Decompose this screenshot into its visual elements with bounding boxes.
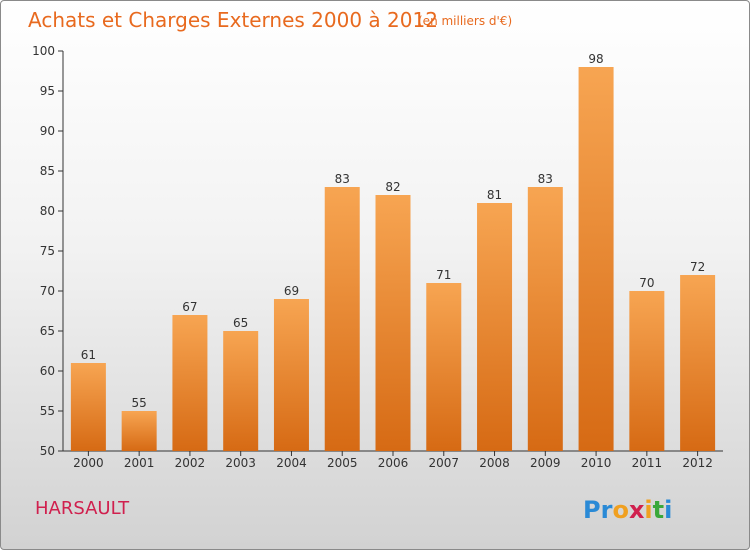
bar-value-label: 72 [690, 260, 705, 274]
logo-letter: P [583, 496, 601, 524]
x-tick-label: 2006 [378, 456, 409, 470]
bar-value-label: 83 [538, 172, 553, 186]
x-tick-label: 2003 [225, 456, 256, 470]
bar-value-label: 55 [132, 396, 147, 410]
bar-value-label: 61 [81, 348, 96, 362]
x-axis: 2000 2001 2002 2003 2004 2005 2006 2007 2008 2009… [63, 450, 723, 470]
bar [629, 291, 665, 451]
bar [172, 315, 208, 451]
logo-letter: r [601, 496, 613, 524]
y-tick-label: 70 [40, 284, 55, 298]
bar [273, 299, 309, 451]
y-tick-label: 80 [40, 204, 55, 218]
bar-value-label: 69 [284, 284, 299, 298]
place-name: HARSAULT [35, 498, 130, 519]
bar-value-label: 65 [233, 316, 248, 330]
logo-letter: x [629, 496, 645, 524]
logo-letter: i [664, 496, 672, 524]
y-tick-label: 50 [40, 444, 55, 458]
data-labels: 61 55 67 65 69 83 82 71 81 83 98 70 72 [81, 52, 706, 410]
bar-value-label: 71 [436, 268, 451, 282]
logo-letter: t [653, 496, 664, 524]
bar-value-label: 70 [639, 276, 654, 290]
x-tick-label: 2000 [73, 456, 104, 470]
x-tick-label: 2005 [327, 456, 358, 470]
y-tick-label: 95 [40, 84, 55, 98]
chart-unit: (en milliers d'€) [418, 14, 512, 28]
x-tick-label: 2009 [530, 456, 561, 470]
bar [680, 275, 716, 451]
logo-letter: o [612, 496, 629, 524]
bar [578, 67, 614, 451]
y-tick-label: 90 [40, 124, 55, 138]
bars [70, 67, 716, 451]
bar [477, 203, 513, 451]
bar [324, 187, 360, 451]
x-tick-label: 2007 [428, 456, 459, 470]
chart-title: Achats et Charges Externes 2000 à 2012 [28, 8, 438, 32]
x-tick-label: 2010 [581, 456, 612, 470]
x-tick-label: 2012 [682, 456, 713, 470]
y-tick-label: 55 [40, 404, 55, 418]
x-tick-label: 2011 [632, 456, 663, 470]
bar [527, 187, 563, 451]
bar [121, 411, 157, 451]
y-tick-label: 75 [40, 244, 55, 258]
bar-value-label: 81 [487, 188, 502, 202]
bar [223, 331, 259, 451]
x-tick-label: 2001 [124, 456, 155, 470]
bar [375, 195, 411, 451]
y-tick-label: 85 [40, 164, 55, 178]
bar-value-label: 67 [182, 300, 197, 314]
y-tick-label: 100 [32, 44, 55, 58]
bar-value-label: 98 [588, 52, 603, 66]
x-tick-label: 2002 [175, 456, 206, 470]
proxiti-logo: Proxiti [583, 496, 672, 524]
bar [70, 363, 106, 451]
logo-letter: i [644, 496, 652, 524]
y-tick-label: 65 [40, 324, 55, 338]
bar-value-label: 83 [335, 172, 350, 186]
x-tick-label: 2008 [479, 456, 510, 470]
bar-value-label: 82 [385, 180, 400, 194]
x-tick-label: 2004 [276, 456, 307, 470]
bar [426, 283, 462, 451]
y-tick-label: 60 [40, 364, 55, 378]
y-axis: 50 55 60 65 70 75 80 85 90 95 100 [32, 44, 64, 458]
